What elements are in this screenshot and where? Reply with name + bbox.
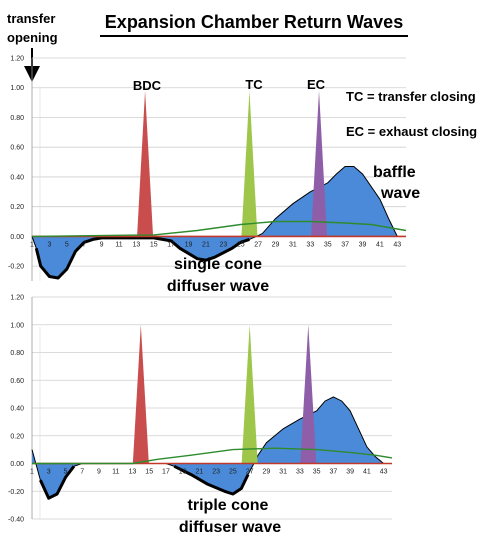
ec-legend: EC = exhaust closing [346, 124, 477, 139]
x-tick-label: 31 [289, 241, 297, 248]
x-tick-label: 25 [229, 469, 237, 476]
x-tick-label: 27 [246, 469, 254, 476]
bottom-spikes [132, 324, 317, 464]
negative-wave-stroke [39, 465, 76, 500]
x-tick-label: 41 [376, 241, 384, 248]
tc-spike [241, 324, 258, 464]
y-tick-label: 0.40 [10, 174, 24, 181]
top-y-ticks: -0.20 0.00 0.20 0.40 0.60 0.80 1.00 1.20 [8, 56, 24, 271]
tc-legend: TC = transfer closing [346, 89, 476, 104]
y-tick-label: 0.20 [10, 433, 24, 440]
x-tick-label: 27 [254, 241, 262, 248]
x-tick-label: 3 [47, 469, 51, 476]
x-tick-label: 7 [82, 241, 86, 248]
x-tick-label: 29 [263, 469, 271, 476]
y-tick-label: 0.60 [10, 145, 24, 152]
x-tick-label: 15 [145, 469, 153, 476]
x-tick-label: 39 [359, 241, 367, 248]
trend-line [32, 447, 393, 465]
negative-wave-stroke [173, 464, 250, 496]
x-tick-label: 33 [296, 469, 304, 476]
x-tick-label: 21 [196, 469, 204, 476]
x-tick-label: 23 [212, 469, 220, 476]
x-tick-label: 17 [167, 241, 175, 248]
x-tick-label: 15 [150, 241, 158, 248]
x-tick-label: 31 [279, 469, 287, 476]
x-tick-label: 23 [219, 241, 227, 248]
x-tick-label: 1 [30, 469, 34, 476]
bdc-spike [132, 324, 149, 464]
top-reference-lines [31, 220, 407, 238]
bottom-reference-lines [32, 447, 393, 465]
y-tick-label: -0.20 [8, 264, 24, 271]
x-tick-label: 43 [393, 241, 401, 248]
x-tick-label: 11 [112, 469, 119, 476]
transfer-label-line2: opening [7, 30, 58, 45]
tc-spike [241, 90, 258, 237]
x-tick-label: 11 [115, 241, 122, 248]
transfer-label-line1: transfer [7, 11, 55, 26]
x-tick-label: 19 [179, 469, 187, 476]
y-tick-label: -0.20 [8, 489, 24, 496]
x-tick-label: 19 [185, 241, 193, 248]
y-tick-label: 0.80 [10, 115, 24, 122]
y-tick-label: -0.40 [8, 517, 24, 524]
y-tick-label: 0.40 [10, 406, 24, 413]
x-tick-label: 25 [237, 241, 245, 248]
x-tick-label: 9 [100, 241, 104, 248]
x-tick-label: 7 [80, 469, 84, 476]
y-tick-label: 0.20 [10, 204, 24, 211]
x-tick-label: 39 [346, 469, 354, 476]
ec-spike [300, 324, 317, 464]
bottom-wave-area [31, 396, 384, 500]
top-x-ticks: 1 3 5 7 9 11 13 15 17 19 21 23 25 27 29 31 33 35 37 39 41 43 [30, 241, 401, 248]
x-tick-label: 41 [363, 469, 371, 476]
bdc-spike [137, 90, 154, 237]
baffle-wave-label-line1: baffle [373, 164, 416, 181]
top-spikes [137, 90, 328, 237]
x-tick-label: 21 [202, 241, 210, 248]
y-tick-label: 1.20 [10, 56, 24, 63]
x-tick-label: 9 [97, 469, 101, 476]
y-tick-label: 1.00 [10, 322, 24, 329]
x-tick-label: 17 [162, 469, 170, 476]
negative-wave-stroke [34, 236, 250, 280]
single-cone-label-line1: single cone [174, 256, 262, 273]
x-tick-label: 5 [65, 241, 69, 248]
y-tick-label: 0.00 [10, 461, 24, 468]
x-tick-label: 35 [313, 469, 321, 476]
bottom-x-ticks: 1 3 5 7 9 11 13 15 17 19 21 23 25 27 29 31 33 35 37 39 41 43 [30, 469, 388, 476]
y-tick-label: 1.00 [10, 85, 24, 92]
x-tick-label: 13 [132, 241, 140, 248]
y-tick-label: 0.60 [10, 378, 24, 385]
y-tick-label: 1.20 [10, 295, 24, 302]
tc-label: TC [245, 77, 263, 92]
x-tick-label: 1 [30, 241, 34, 248]
y-tick-label: 0.00 [10, 234, 24, 241]
top-chart-grid [31, 57, 406, 281]
y-tick-label: 0.80 [10, 350, 24, 357]
ec-label: EC [307, 77, 326, 92]
triple-cone-label-line2: diffuser wave [179, 519, 281, 536]
triple-cone-label-line1: triple cone [188, 497, 269, 514]
trend-line [31, 220, 407, 238]
bdc-label: BDC [133, 78, 162, 93]
x-tick-label: 13 [129, 469, 137, 476]
wave-area [32, 396, 384, 499]
x-tick-label: 29 [272, 241, 280, 248]
x-tick-label: 3 [47, 241, 51, 248]
chart-title: Expansion Chamber Return Waves [105, 12, 403, 32]
bottom-y-ticks: -0.40 -0.20 0.00 0.20 0.40 0.60 0.80 1.00 1.20 [8, 295, 24, 524]
x-tick-label: 37 [329, 469, 337, 476]
ec-spike [311, 90, 328, 237]
x-tick-label: 5 [64, 469, 68, 476]
baffle-wave-label-line2: wave [380, 185, 420, 202]
x-tick-label: 43 [380, 469, 388, 476]
single-cone-label-line2: diffuser wave [167, 278, 269, 295]
x-tick-label: 33 [306, 241, 314, 248]
x-tick-label: 35 [324, 241, 332, 248]
x-tick-label: 37 [341, 241, 349, 248]
